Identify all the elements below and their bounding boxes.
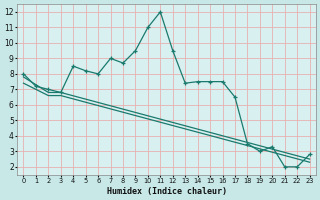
- X-axis label: Humidex (Indice chaleur): Humidex (Indice chaleur): [107, 187, 227, 196]
